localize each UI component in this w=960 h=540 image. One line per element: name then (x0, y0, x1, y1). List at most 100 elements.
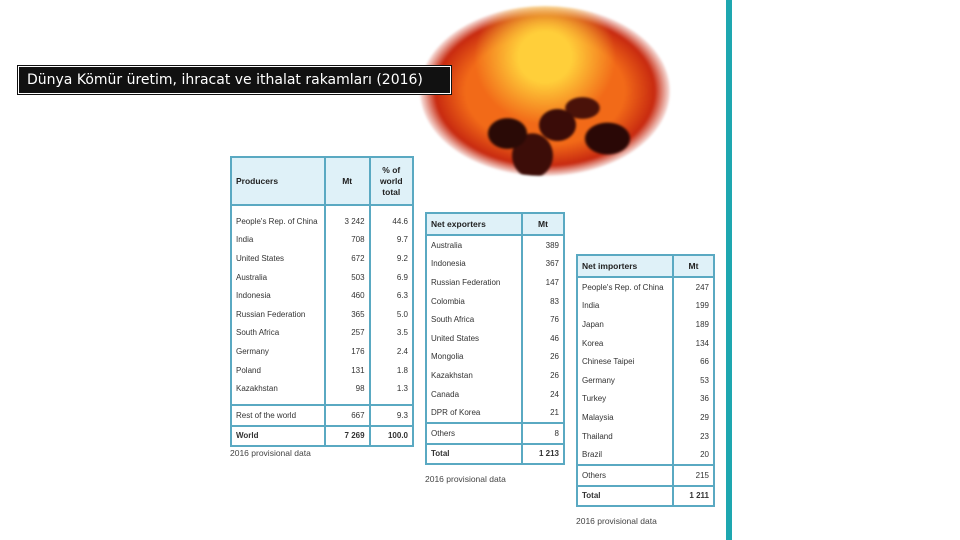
table-cell-value: 176 (323, 342, 370, 361)
table-cell-name: Germany (582, 375, 615, 385)
table-cell-value: 53 (672, 370, 714, 390)
table-cell-name: South Africa (236, 328, 280, 338)
column-header: Net importers (576, 254, 674, 278)
table-cell-name: Malaysia (582, 412, 614, 422)
table-cell-value: 147 (521, 273, 564, 292)
coal-fire-image (420, 6, 670, 176)
table-cell-name: India (236, 235, 254, 245)
table-row: Mongolia 26 (426, 347, 564, 367)
table-cell-name: Australia (236, 272, 268, 282)
table-row: Canada 24 (426, 384, 564, 404)
table-cell-name: Kazakhstan (431, 370, 473, 380)
table-cell-name: Others (426, 421, 522, 444)
table-cell-name: Korea (582, 338, 604, 348)
table-cell-value: 20 (672, 445, 714, 465)
table-cell-value: 9.2 (368, 249, 413, 268)
table-cell-name: DPR of Korea (431, 408, 481, 418)
table-cell-value: 1.3 (368, 379, 413, 398)
table-row: Rest of the world 667 9.3 (231, 403, 413, 426)
table-cell-name: Others (577, 463, 673, 486)
table-cell-value: 257 (323, 323, 370, 343)
table-cell-value: 7 269 (323, 424, 370, 447)
table-cell-value: 672 (323, 249, 370, 268)
table-cell-value: 134 (672, 333, 714, 353)
table-cell-name: World (231, 424, 325, 447)
table-row: India 708 9.7 (231, 230, 413, 250)
table-row: Total 1 211 (577, 484, 714, 507)
table-cell-name: Total (577, 484, 673, 507)
table-row: Indonesia 367 (426, 254, 564, 274)
table-row: People's Rep. of China 247 (577, 277, 714, 297)
table-cell-value: 199 (672, 296, 714, 316)
table-cell-value: 9.3 (368, 403, 413, 426)
table-cell-value: 189 (672, 315, 714, 334)
table-cell-value: 131 (323, 360, 370, 380)
table-cell-name: Colombia (431, 296, 465, 306)
column-header: Mt (323, 156, 371, 206)
table-cell-name: United States (236, 253, 285, 263)
table-cell-name: Germany (236, 346, 269, 356)
table-cell-value: 215 (672, 463, 714, 486)
slide-title: Dünya Kömür üretim, ihracat ve ithalat r… (17, 65, 452, 95)
table-cell-value: 3 242 (323, 212, 370, 231)
exporters-table: Net exporters Mt Australia 389 Indonesia 36… (425, 212, 565, 466)
table-row: United States 672 9.2 (231, 249, 413, 268)
table-cell-value: 1 211 (672, 484, 714, 507)
table-row: Total 1 213 (426, 442, 564, 465)
table-cell-value: 100.0 (368, 424, 413, 447)
table-cell-name: Indonesia (236, 291, 271, 301)
table-row: Colombia 83 (426, 291, 564, 311)
table-row: South Africa 76 (426, 310, 564, 329)
importers-table: Net importers Mt People's Rep. of China 2… (576, 254, 715, 508)
table-row: Others 8 (426, 421, 564, 444)
column-header: Mt (672, 254, 715, 278)
table-cell-name: Russian Federation (236, 309, 306, 319)
table-cell-value: 365 (323, 304, 370, 324)
table-cell-value: 44.6 (368, 212, 413, 231)
footnote: 2016 provisional data (425, 474, 506, 484)
table-cell-value: 9.7 (368, 230, 413, 250)
table-cell-value: 46 (521, 328, 564, 348)
table-cell-name: India (582, 301, 600, 311)
accent-bar (726, 0, 732, 540)
table-cell-name: Thailand (582, 431, 613, 441)
column-header: Producers (230, 156, 326, 206)
table-spacer (231, 397, 413, 405)
table-cell-value: 29 (672, 408, 714, 427)
table-cell-name: Poland (236, 365, 261, 375)
table-cell-value: 247 (672, 277, 714, 297)
table-row: Indonesia 460 6.3 (231, 286, 413, 305)
column-header: Net exporters (425, 212, 523, 236)
table-row: Germany 53 (577, 370, 714, 390)
table-row: Japan 189 (577, 315, 714, 334)
table-cell-name: South Africa (431, 315, 475, 325)
table-cell-value: 389 (521, 235, 564, 255)
table-spacer (231, 205, 413, 212)
table-row: United States 46 (426, 328, 564, 348)
table-row: Australia 503 6.9 (231, 267, 413, 287)
footnote: 2016 provisional data (230, 448, 311, 458)
table-cell-value: 1.8 (368, 360, 413, 380)
table-cell-value: 26 (521, 366, 564, 385)
table-cell-value: 8 (521, 421, 564, 444)
table-row: People's Rep. of China 3 242 44.6 (231, 212, 413, 231)
table-cell-name: Total (426, 442, 522, 465)
table-cell-name: Brazil (582, 450, 603, 460)
table-cell-value: 708 (323, 230, 370, 250)
table-header-row: Net exporters Mt (425, 212, 565, 236)
table-cell-name: Kazakhstan (236, 384, 278, 394)
table-cell-value: 21 (521, 403, 564, 423)
table-row: Chinese Taipei 66 (577, 352, 714, 371)
table-cell-value: 83 (521, 291, 564, 311)
table-cell-value: 2.4 (368, 342, 413, 361)
table-row: Turkey 36 (577, 389, 714, 409)
table-row: Kazakhstan 26 (426, 366, 564, 385)
table-cell-value: 6.9 (368, 267, 413, 287)
table-header-row: Net importers Mt (576, 254, 715, 278)
table-row: Malaysia 29 (577, 408, 714, 427)
table-row: Russian Federation 365 5.0 (231, 304, 413, 324)
table-row: Others 215 (577, 463, 714, 486)
table-cell-value: 26 (521, 347, 564, 367)
table-cell-name: Japan (582, 319, 604, 329)
column-header: % of world total (368, 156, 415, 206)
